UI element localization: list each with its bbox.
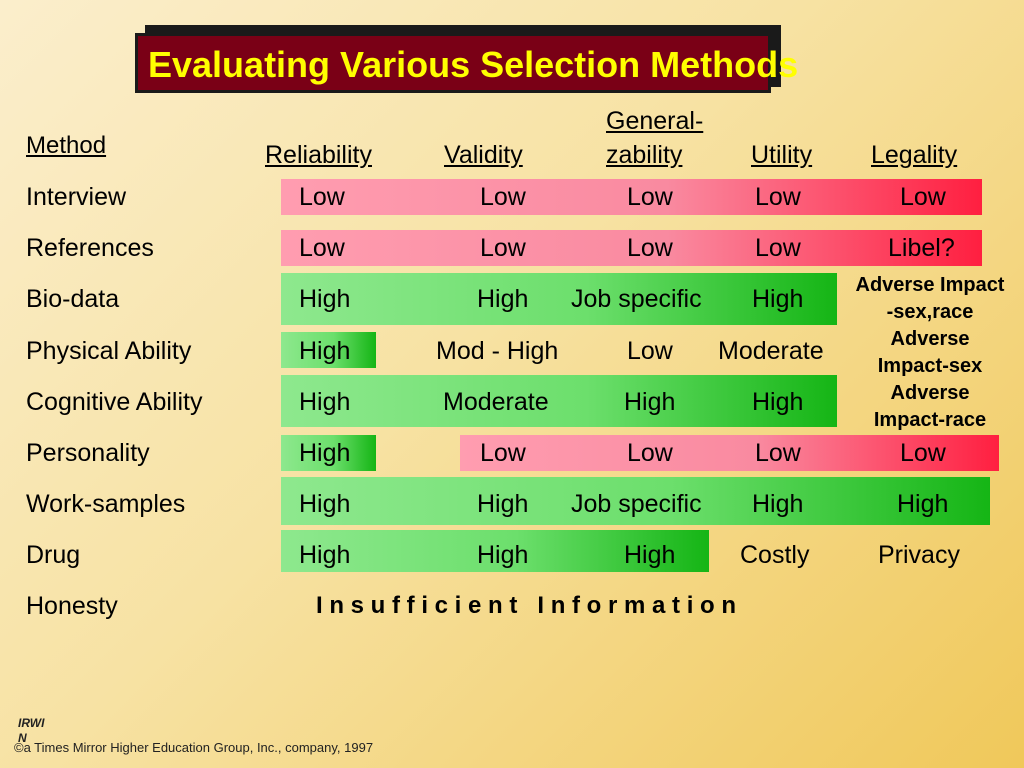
header-reliability: Reliability: [265, 141, 372, 169]
cell-cognitive-utility: High: [752, 388, 804, 416]
cell-biodata-reliability: High: [299, 285, 351, 313]
cell-drug-reliability: High: [299, 541, 351, 569]
cell-drug-generalizability: High: [624, 541, 676, 569]
header-utility: Utility: [751, 141, 813, 169]
cell-drug-utility: Costly: [740, 541, 810, 569]
cell-references-legality: Libel?: [888, 234, 955, 262]
cell-worksamples-legality: High: [897, 490, 949, 518]
cell-cognitive-validity: Moderate: [443, 388, 549, 416]
method-interview: Interview: [26, 183, 127, 211]
cell-physical-reliability: High: [299, 337, 351, 365]
irwin-logo-line1: IRWI: [18, 716, 45, 730]
cell-cognitive-generalizability: High: [624, 388, 676, 416]
method-biodata: Bio-data: [26, 285, 120, 313]
legality-note-physical-line2: Impact-sex: [877, 355, 983, 377]
cell-references-utility: Low: [755, 234, 801, 262]
method-honesty: Honesty: [26, 592, 118, 620]
cell-personality-generalizability: Low: [627, 439, 673, 467]
band-physical-high: [281, 332, 376, 368]
method-references: References: [26, 234, 154, 262]
page-title: Evaluating Various Selection Methods: [148, 44, 799, 85]
cell-cognitive-reliability: High: [299, 388, 351, 416]
band-references-low: [281, 230, 982, 266]
legality-note-biodata-line2: -sex,race: [886, 301, 974, 323]
cell-personality-legality: Low: [900, 439, 946, 467]
cell-interview-reliability: Low: [299, 183, 345, 211]
cell-drug-validity: High: [477, 541, 529, 569]
cell-worksamples-validity: High: [477, 490, 529, 518]
band-interview-low: [281, 179, 982, 215]
header-legality: Legality: [871, 141, 958, 169]
cell-worksamples-reliability: High: [299, 490, 351, 518]
legality-note-cognitive-line1: Adverse: [890, 382, 970, 404]
cell-biodata-validity: High: [477, 285, 529, 313]
cell-personality-utility: Low: [755, 439, 801, 467]
band-cognitive-high: [281, 375, 837, 427]
method-physical: Physical Ability: [26, 337, 192, 365]
band-biodata-high: [281, 273, 837, 325]
cell-interview-validity: Low: [480, 183, 526, 211]
method-cognitive: Cognitive Ability: [26, 388, 203, 416]
cell-interview-utility: Low: [755, 183, 801, 211]
cell-references-reliability: Low: [299, 234, 345, 262]
legality-note-biodata-line1: Adverse Impact: [855, 274, 1005, 296]
title-banner: [135, 33, 771, 93]
honesty-note: I n s u f f i c i e n t I n f o r m a t …: [316, 592, 737, 619]
irwin-logo-line2: N: [18, 731, 27, 745]
method-worksamples: Work-samples: [26, 490, 186, 518]
cell-biodata-utility: High: [752, 285, 804, 313]
header-validity: Validity: [444, 141, 523, 169]
cell-interview-generalizability: Low: [627, 183, 673, 211]
cell-biodata-generalizability: Job specific: [571, 285, 702, 313]
cell-interview-legality: Low: [900, 183, 946, 211]
cell-references-generalizability: Low: [627, 234, 673, 262]
cell-personality-reliability: High: [299, 439, 351, 467]
copyright: ©a Times Mirror Higher Education Group, …: [14, 740, 374, 755]
cell-physical-validity: Mod - High: [436, 337, 559, 365]
header-method: Method: [26, 132, 107, 159]
band-worksamples-high: [281, 477, 990, 525]
legality-note-cognitive-line2: Impact-race: [873, 409, 987, 431]
band-personality-low: [460, 435, 999, 471]
band-personality-high: [281, 435, 376, 471]
cell-worksamples-generalizability: Job specific: [571, 490, 702, 518]
method-personality: Personality: [26, 439, 150, 467]
legality-note-physical-line1: Adverse: [890, 328, 970, 350]
method-drug: Drug: [26, 541, 81, 569]
header-generalizability-line1: General-: [606, 107, 704, 135]
header-generalizability-line2: zability: [606, 141, 683, 169]
cell-references-validity: Low: [480, 234, 526, 262]
band-drug-high: [281, 530, 709, 572]
cell-worksamples-utility: High: [752, 490, 804, 518]
cell-physical-generalizability: Low: [627, 337, 673, 365]
cell-personality-validity: Low: [480, 439, 526, 467]
cell-physical-utility: Moderate: [718, 337, 824, 365]
cell-drug-legality: Privacy: [878, 541, 960, 569]
